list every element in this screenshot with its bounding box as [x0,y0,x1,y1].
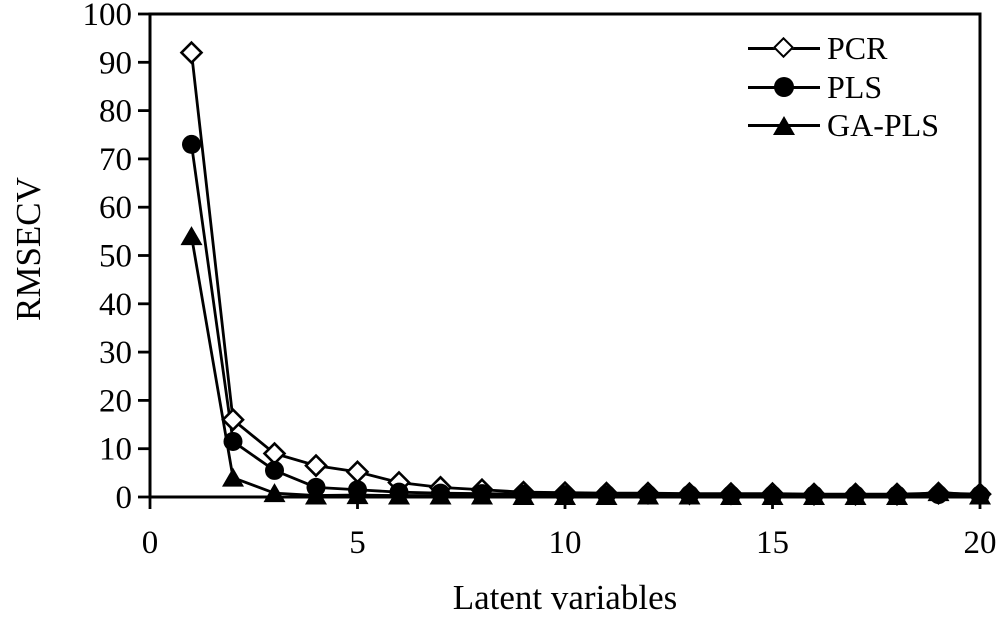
y-tick-label: 40 [99,287,132,323]
ga-pls-marker [637,485,659,505]
pls-marker [265,460,284,480]
pls-marker [182,134,201,154]
x-tick-label: 20 [964,525,997,561]
y-tick-label: 80 [99,94,132,130]
x-tick-label: 0 [142,525,159,561]
legend-label-pcr: PCR [827,30,888,66]
legend-item-pcr: PCR [748,30,888,66]
ga-pls-marker [388,485,410,505]
x-tick-label: 5 [349,525,366,561]
ga-pls-marker [346,485,369,505]
y-tick-label: 90 [99,45,132,81]
y-tick-label: 10 [99,432,132,468]
filled-circle-marker-icon [774,77,794,97]
filled-triangle-marker-icon [773,116,795,135]
y-tick-label: 70 [99,142,132,178]
x-tick-label: 10 [549,525,582,561]
pcr-marker [304,453,328,478]
legend-sample [748,75,820,99]
ga-pls-marker [429,485,452,505]
ga-pls-marker [180,226,203,246]
legend-label-pls: PLS [827,69,883,105]
pcr-marker [179,40,204,65]
pls-marker [223,431,243,451]
y-tick-label: 60 [99,190,132,226]
ga-pls-marker [471,485,493,505]
open-diamond-marker-icon [772,36,795,59]
ga-pls-marker [222,467,244,487]
legend-item-ga-pls: GA-PLS [748,107,940,143]
legend-label-ga-pls: GA-PLS [827,107,940,143]
legend-item-pls: PLS [748,69,883,105]
plot-border [148,12,982,499]
pcr-marker [345,460,370,484]
y-tick-label: 30 [99,335,132,371]
series-line-ga-pls [190,235,981,498]
legend-sample [748,36,820,60]
y-tick-label: 100 [83,0,133,33]
y-tick-label: 50 [99,239,132,275]
x-tick-label: 15 [756,525,789,561]
legend-sample [748,113,820,137]
y-tick-label: 0 [116,480,133,516]
y-axis-title: RMSECV [9,177,48,321]
y-tick-label: 20 [99,383,132,419]
pcr-marker [221,407,245,432]
ga-pls-marker [678,485,701,505]
ga-pls-marker [305,485,327,505]
x-axis-title: Latent variables [452,578,678,617]
series-line-pls [190,144,981,497]
